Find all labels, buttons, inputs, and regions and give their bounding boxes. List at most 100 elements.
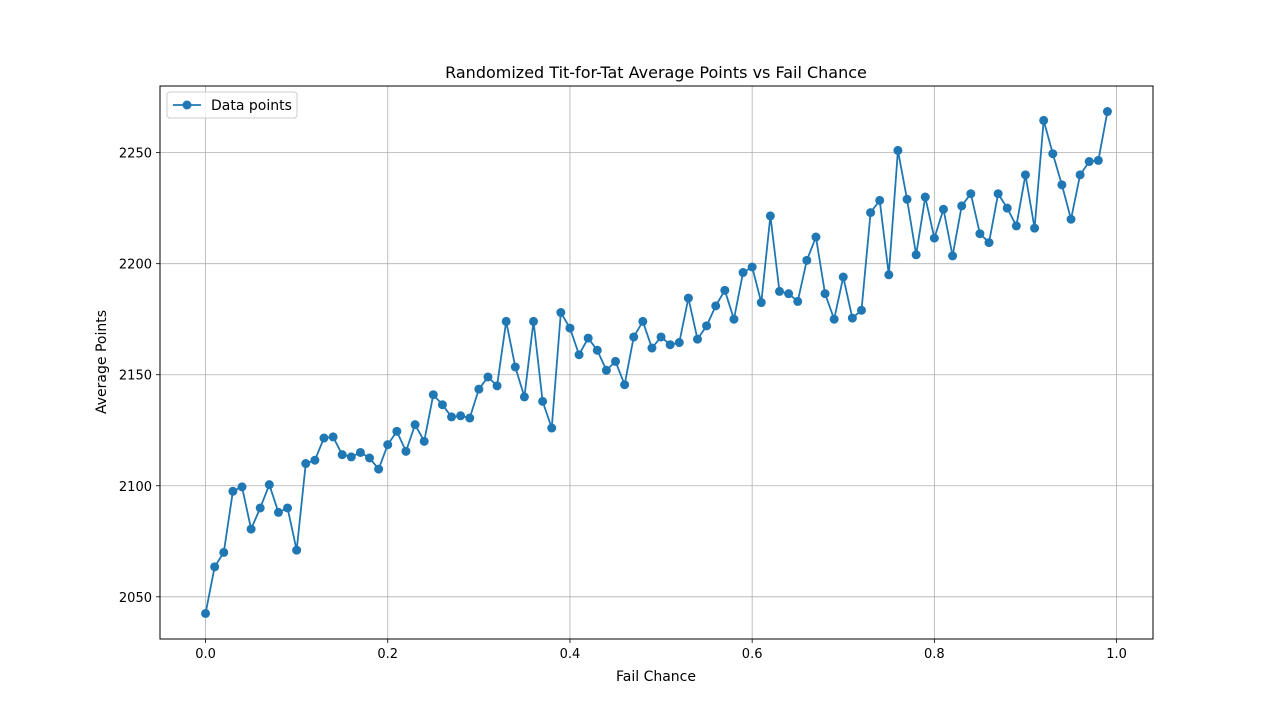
data-point-marker <box>237 482 247 492</box>
data-point-marker <box>802 255 812 265</box>
data-point-marker <box>392 426 402 436</box>
data-point-marker <box>793 296 803 306</box>
data-point-marker <box>501 316 511 326</box>
data-point-marker <box>492 381 502 391</box>
legend-label: Data points <box>211 98 292 114</box>
data-point-marker <box>975 229 985 239</box>
data-point-marker <box>847 313 857 323</box>
data-point-marker <box>346 452 356 462</box>
data-point-marker <box>419 436 429 446</box>
data-point-marker <box>765 211 775 221</box>
data-point-marker <box>383 440 393 450</box>
data-point-marker <box>1057 180 1067 190</box>
data-point-marker <box>656 332 666 342</box>
data-point-marker <box>328 432 338 442</box>
data-point-marker <box>1039 115 1049 125</box>
data-point-marker <box>1011 221 1021 231</box>
data-point-marker <box>255 503 265 513</box>
data-point-marker <box>355 447 365 457</box>
data-point-marker <box>301 459 311 469</box>
data-point-marker <box>884 270 894 280</box>
data-point-marker <box>228 486 238 496</box>
axis-ticks: 0.0 0.2 0.4 0.6 0.8 1.0 2050 2100 2150 2200 2250 <box>119 147 1127 662</box>
grid <box>160 86 1153 639</box>
series-layer <box>201 107 1112 618</box>
data-point-marker <box>465 413 475 423</box>
data-point-marker <box>966 189 976 199</box>
plot-frame <box>159 85 1154 640</box>
data-point-marker <box>210 562 220 572</box>
data-point-marker <box>565 323 575 333</box>
data-point-marker <box>428 390 438 400</box>
y-tick-label: 2150 <box>119 369 152 384</box>
data-point-marker <box>1093 155 1103 165</box>
data-point-marker <box>638 316 648 326</box>
data-point-marker <box>1075 170 1085 180</box>
data-point-marker <box>1084 157 1094 167</box>
y-tick-label: 2250 <box>119 147 152 162</box>
x-tick-label: 0.2 <box>377 647 398 662</box>
plot-area <box>160 86 1153 639</box>
data-point-marker <box>1066 214 1076 224</box>
data-point-marker <box>1020 170 1030 180</box>
x-tick-label: 0.6 <box>742 647 763 662</box>
data-point-marker <box>929 233 939 243</box>
data-point-marker <box>747 262 757 272</box>
data-point-marker <box>538 396 548 406</box>
y-tick-label: 2200 <box>119 258 152 273</box>
data-point-marker <box>629 332 639 342</box>
x-tick-label: 0.4 <box>560 647 581 662</box>
data-point-marker <box>756 298 766 308</box>
data-point-marker <box>310 455 320 465</box>
data-point-marker <box>447 412 457 422</box>
x-tick-label: 0.8 <box>924 647 945 662</box>
y-axis-label: Average Points <box>94 310 110 414</box>
data-point-marker <box>219 547 229 557</box>
chart-title: Randomized Tit-for-Tat Average Points vs… <box>445 63 867 82</box>
data-point-marker <box>1030 223 1040 233</box>
data-point-marker <box>938 204 948 214</box>
data-point-marker <box>556 308 566 318</box>
data-point-marker <box>483 372 493 382</box>
data-point-marker <box>337 450 347 460</box>
data-point-marker <box>729 314 739 324</box>
data-point-marker <box>519 392 529 402</box>
data-point-marker <box>374 464 384 474</box>
data-point-marker <box>620 380 630 390</box>
data-point-marker <box>856 305 866 315</box>
x-tick-label: 0.0 <box>195 647 216 662</box>
data-point-marker <box>711 301 721 311</box>
data-point-marker <box>1102 107 1112 117</box>
data-point-marker <box>902 194 912 204</box>
data-point-marker <box>246 524 256 534</box>
data-point-marker <box>401 446 411 456</box>
data-point-marker <box>529 316 539 326</box>
x-tick-label: 1.0 <box>1106 647 1127 662</box>
data-point-marker <box>665 340 675 350</box>
data-point-marker <box>611 356 620 366</box>
y-tick-label: 2100 <box>119 480 152 495</box>
data-point-marker <box>984 238 994 248</box>
data-point-marker <box>693 334 702 344</box>
data-point-marker <box>1002 203 1012 213</box>
data-point-marker <box>957 201 967 211</box>
data-point-marker <box>319 433 329 443</box>
data-point-marker <box>273 507 283 517</box>
data-point-marker <box>866 208 876 218</box>
data-point-marker <box>647 343 657 353</box>
data-point-marker <box>820 289 830 299</box>
data-point-marker <box>283 503 293 513</box>
data-point-marker <box>510 362 520 372</box>
data-point-marker <box>683 293 693 303</box>
data-point-marker <box>547 423 557 433</box>
data-point-marker <box>592 345 602 355</box>
data-point-marker <box>784 289 794 299</box>
data-point-marker <box>893 145 903 155</box>
legend-marker-swatch <box>182 100 192 110</box>
data-point-marker <box>456 411 466 421</box>
data-point-marker <box>264 480 274 490</box>
data-point-marker <box>911 250 921 260</box>
data-point-marker <box>1048 149 1058 159</box>
